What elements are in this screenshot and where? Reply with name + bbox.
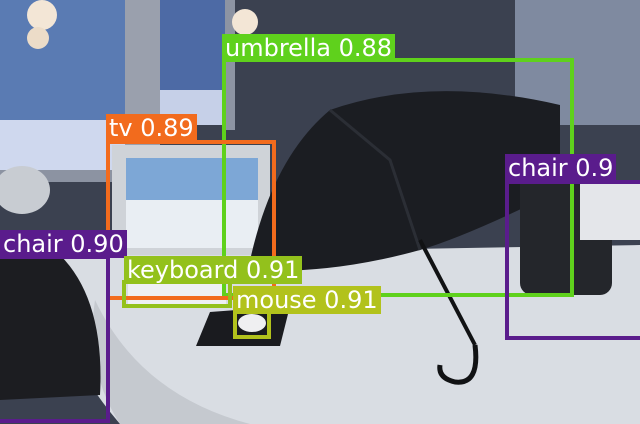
umbrella-label: umbrella 0.88 [222, 34, 396, 62]
mouse-bounding-box [233, 310, 271, 339]
chair-left-bounding-box [0, 255, 110, 423]
chair-right-label: chair 0.9 [505, 154, 617, 182]
tv-bounding-box [106, 140, 276, 300]
keyboard-bounding-box [122, 280, 232, 308]
chair-right-bounding-box [505, 180, 640, 340]
mouse-label: mouse 0.91 [233, 286, 381, 314]
tv-label: tv 0.89 [106, 114, 197, 142]
keyboard-label: keyboard 0.91 [124, 256, 303, 284]
chair-left-label: chair 0.90 [0, 230, 127, 258]
